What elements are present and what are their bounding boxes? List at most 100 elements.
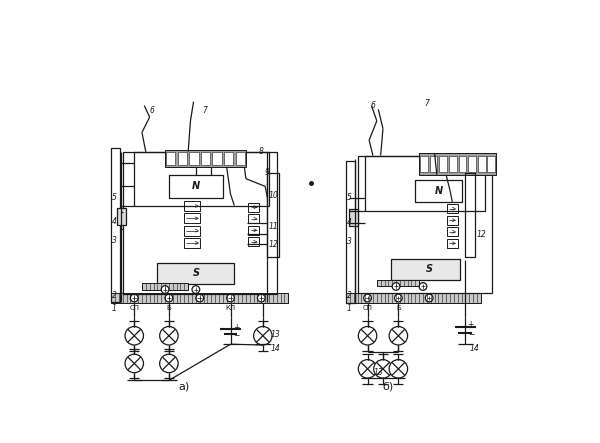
Bar xyxy=(358,155,493,293)
Circle shape xyxy=(125,354,143,373)
Circle shape xyxy=(196,294,203,302)
Text: N: N xyxy=(192,181,200,190)
Bar xyxy=(184,201,200,211)
Bar xyxy=(248,225,259,235)
Text: −: − xyxy=(467,330,474,339)
Text: КЛ: КЛ xyxy=(226,305,236,311)
Bar xyxy=(430,156,437,172)
Text: 1: 1 xyxy=(112,303,117,312)
Text: 14: 14 xyxy=(271,344,280,353)
Circle shape xyxy=(125,326,143,345)
Circle shape xyxy=(192,286,200,293)
Text: 10: 10 xyxy=(269,191,279,200)
Text: N: N xyxy=(434,186,442,196)
Bar xyxy=(165,150,246,167)
Circle shape xyxy=(419,283,427,290)
Bar xyxy=(224,152,233,165)
Bar xyxy=(248,214,259,223)
Bar xyxy=(346,293,481,303)
Bar xyxy=(201,152,210,165)
Bar xyxy=(349,210,358,226)
Text: 14: 14 xyxy=(469,344,479,353)
Bar xyxy=(468,156,476,172)
Bar xyxy=(447,239,458,248)
Circle shape xyxy=(160,354,178,373)
Bar xyxy=(166,152,175,165)
Text: СП: СП xyxy=(362,305,373,311)
Text: 6: 6 xyxy=(371,101,376,110)
Bar xyxy=(447,227,458,237)
Bar xyxy=(116,208,126,225)
Bar xyxy=(248,202,259,212)
Bar xyxy=(346,161,355,303)
Circle shape xyxy=(227,294,235,302)
Bar xyxy=(419,153,496,175)
Bar xyxy=(478,156,485,172)
Circle shape xyxy=(165,294,173,302)
Text: 2: 2 xyxy=(112,291,117,300)
Text: +: + xyxy=(233,323,239,332)
Bar xyxy=(184,225,200,236)
Text: 4: 4 xyxy=(112,217,117,225)
Circle shape xyxy=(389,326,407,345)
Bar xyxy=(391,259,460,280)
Text: 13: 13 xyxy=(374,368,383,377)
Circle shape xyxy=(130,294,138,302)
Bar xyxy=(190,152,199,165)
Bar xyxy=(134,152,269,206)
Text: 6: 6 xyxy=(149,106,155,116)
Bar xyxy=(236,152,245,165)
Bar xyxy=(466,172,475,257)
Text: 3: 3 xyxy=(112,236,117,245)
Text: 5: 5 xyxy=(112,194,117,202)
Text: Б: Б xyxy=(167,305,171,311)
Circle shape xyxy=(425,294,433,302)
Bar xyxy=(449,156,457,172)
Text: 11: 11 xyxy=(269,222,279,231)
Text: б): б) xyxy=(383,381,394,392)
Text: 5: 5 xyxy=(347,194,352,202)
Circle shape xyxy=(254,326,272,345)
Text: СП: СП xyxy=(129,305,139,311)
Bar xyxy=(212,152,221,165)
Text: −: − xyxy=(233,331,239,340)
Text: 7: 7 xyxy=(425,99,430,108)
Text: 2: 2 xyxy=(347,291,352,300)
Text: 9: 9 xyxy=(265,168,270,177)
Bar xyxy=(123,152,277,294)
Text: 4: 4 xyxy=(347,218,352,227)
Circle shape xyxy=(364,294,371,302)
Bar xyxy=(447,204,458,214)
Text: 12: 12 xyxy=(269,240,279,249)
Circle shape xyxy=(160,326,178,345)
Text: 8: 8 xyxy=(259,147,264,156)
Circle shape xyxy=(161,286,169,293)
Text: 12: 12 xyxy=(477,229,487,239)
Text: S: S xyxy=(193,268,199,278)
Text: 1: 1 xyxy=(347,303,352,312)
Circle shape xyxy=(358,326,377,345)
Bar xyxy=(142,284,188,290)
Bar xyxy=(377,280,419,287)
Bar xyxy=(268,172,279,257)
Bar xyxy=(178,152,187,165)
Circle shape xyxy=(395,294,402,302)
Text: 3: 3 xyxy=(347,237,352,246)
Bar xyxy=(111,148,121,302)
Bar xyxy=(439,156,447,172)
Circle shape xyxy=(358,360,377,378)
Text: a): a) xyxy=(179,381,190,392)
Text: 13: 13 xyxy=(271,330,280,339)
Circle shape xyxy=(257,294,265,302)
Bar xyxy=(248,237,259,246)
Bar xyxy=(415,180,461,202)
Circle shape xyxy=(392,283,400,290)
Bar xyxy=(169,175,223,198)
Text: +: + xyxy=(467,320,474,330)
Bar xyxy=(447,216,458,225)
Bar xyxy=(365,155,485,211)
Bar xyxy=(184,238,200,248)
Circle shape xyxy=(389,360,407,378)
Text: 7: 7 xyxy=(202,106,207,116)
Bar xyxy=(487,156,495,172)
